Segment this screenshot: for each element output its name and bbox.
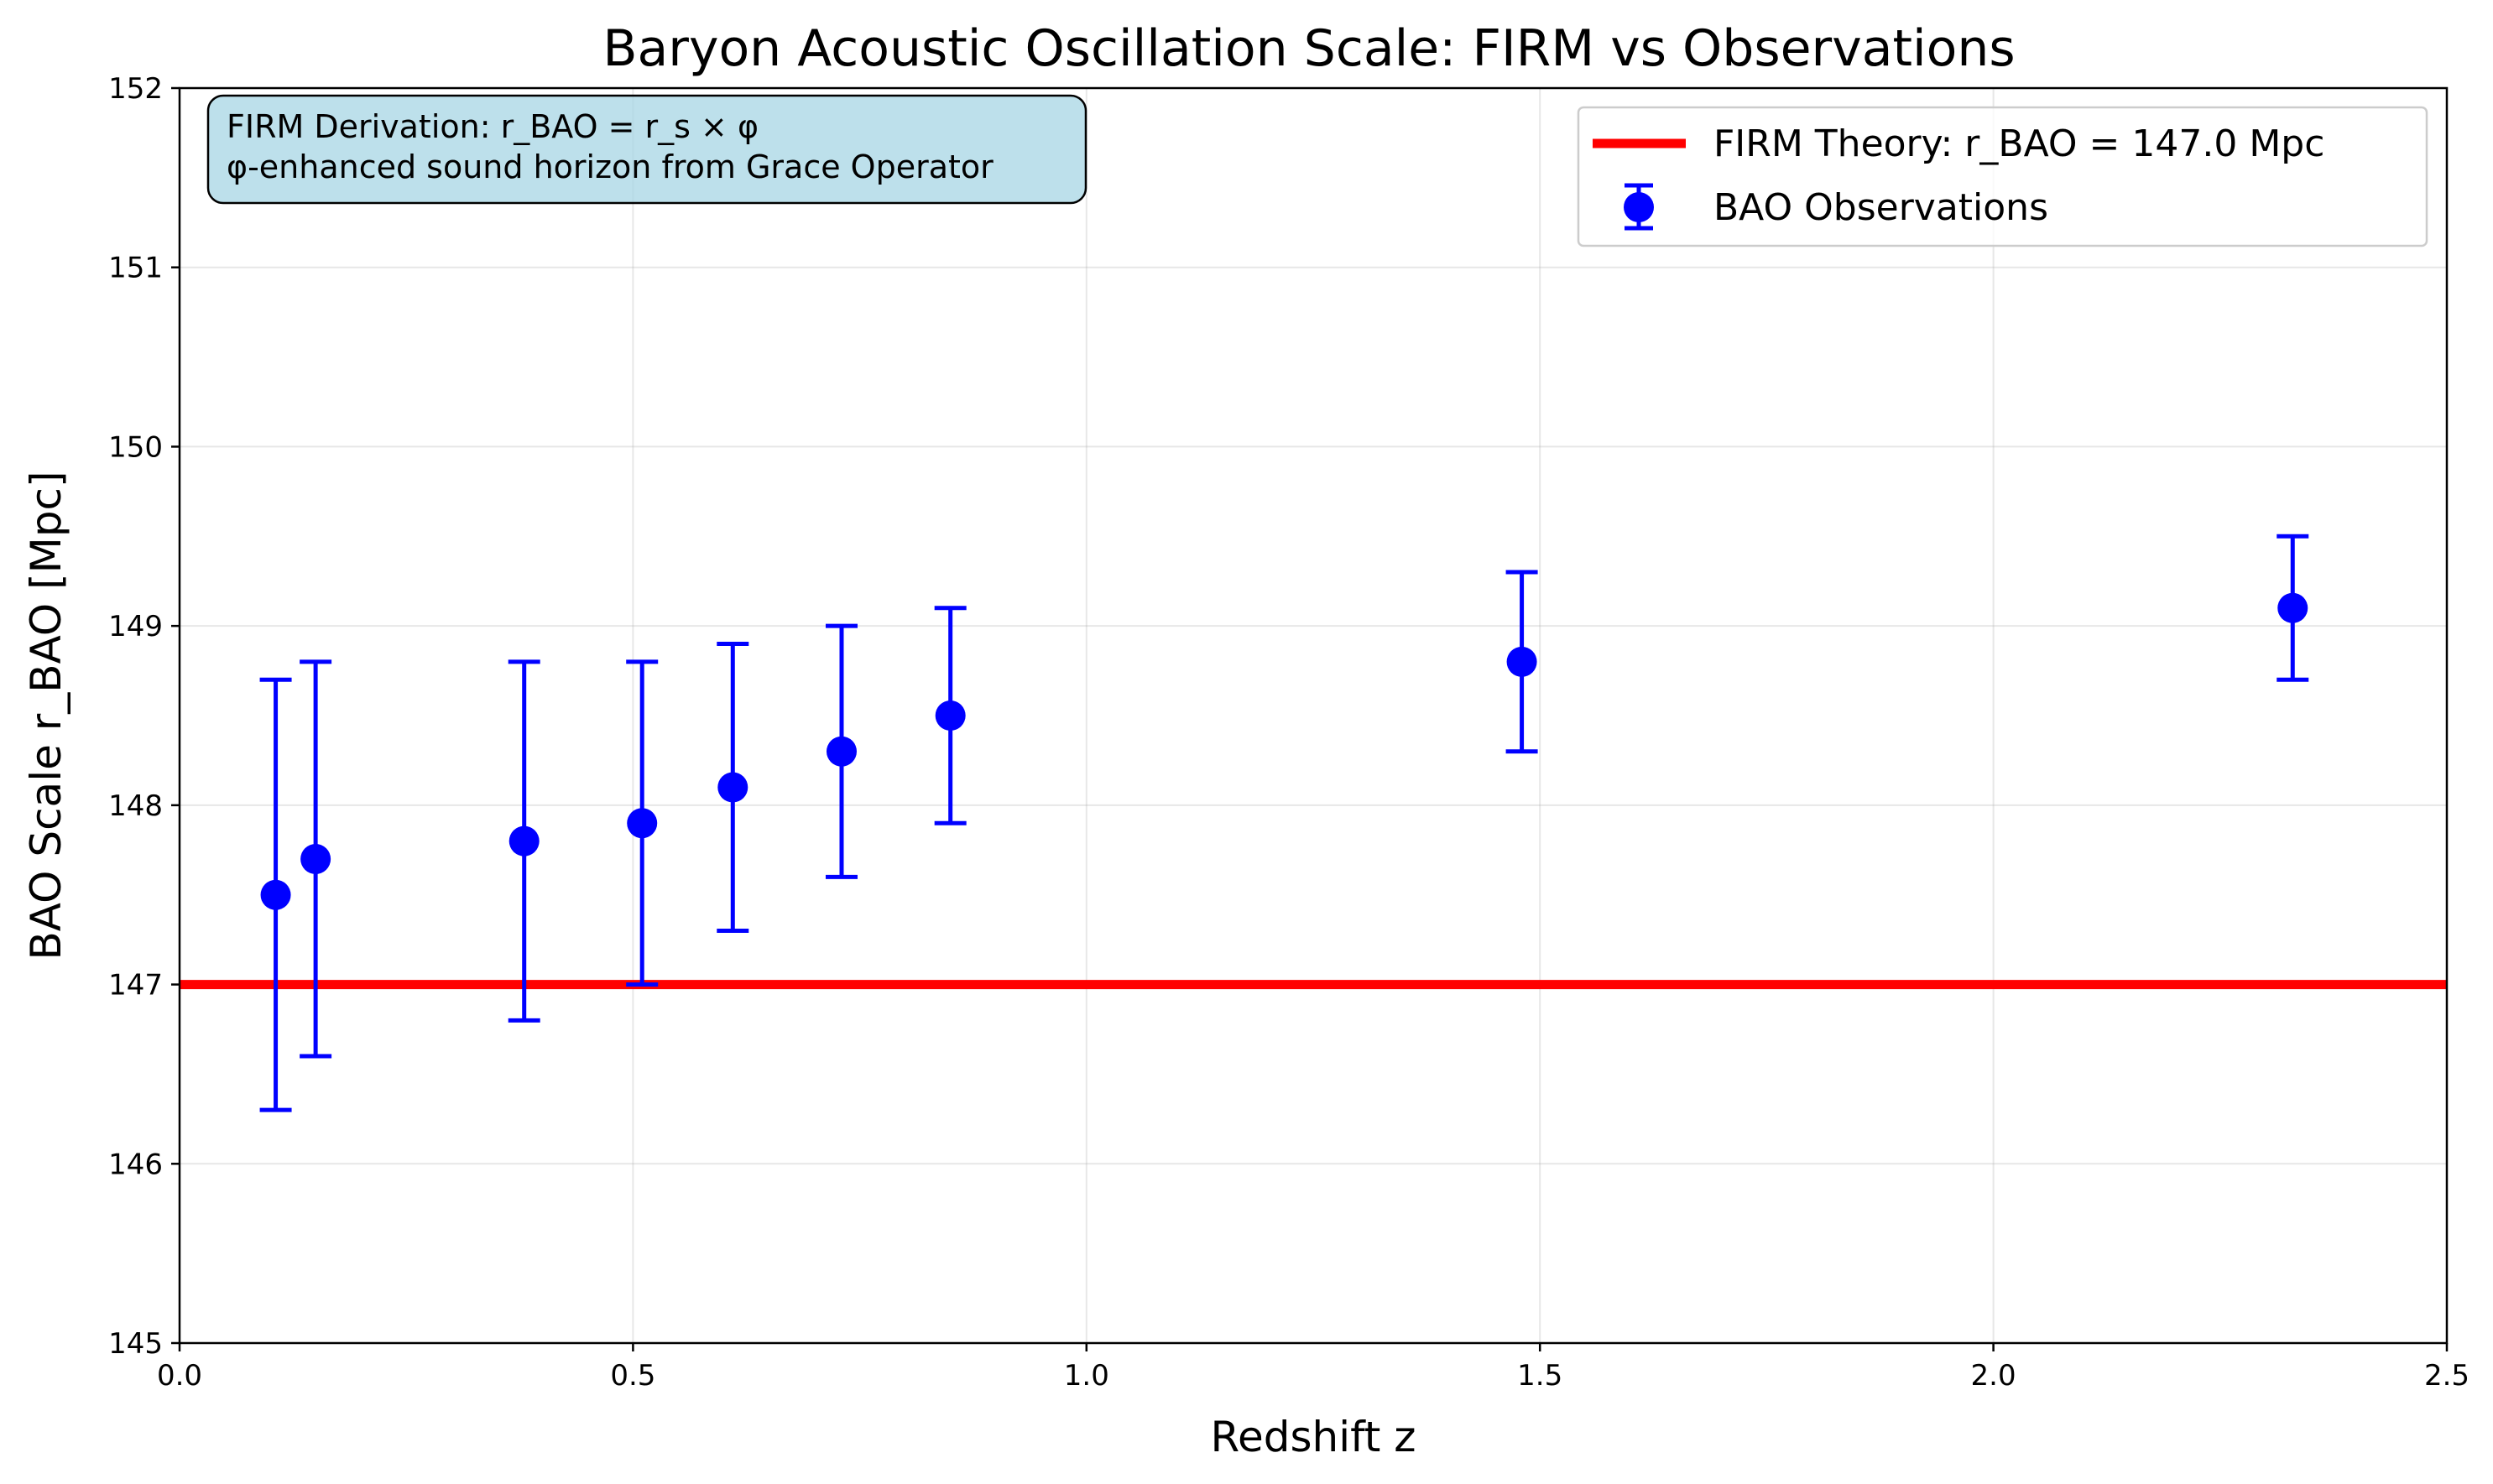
data-marker [2277,592,2308,623]
observation-point [2277,534,2309,682]
data-marker [627,808,658,839]
data-marker [717,772,748,803]
data-marker [1506,646,1537,677]
y-tick-label: 145 [108,1327,163,1361]
x-tick-label: 2.5 [2424,1359,2470,1393]
observation-point [300,659,332,1059]
data-marker [300,843,331,874]
annotation-line-1: FIRM Derivation: r_BAO = r_s × φ [227,108,759,145]
chart-title: Baryon Acoustic Oscillation Scale: FIRM … [602,19,2015,78]
x-tick-label: 0.5 [610,1359,655,1393]
observation-point [717,642,749,933]
legend-theory-label: FIRM Theory: r_BAO = 147.0 Mpc [1713,122,2324,165]
x-tick-label: 1.0 [1064,1359,1109,1393]
observation-point [1505,570,1538,754]
x-tick-label: 0.0 [157,1359,202,1393]
y-tick-label: 146 [108,1148,163,1181]
observation-point [825,623,858,879]
annotation-background [206,94,1087,205]
observation-point [626,659,659,987]
plot-frame [178,86,2449,1345]
observation-point [508,659,540,1023]
data-marker [935,700,966,731]
data-marker [826,736,857,767]
y-tick-label: 148 [108,789,163,823]
series [180,534,2447,1112]
x-tick-label: 2.0 [1971,1359,2016,1393]
x-tick-label: 1.5 [1517,1359,1562,1393]
y-tick-label: 149 [108,610,163,643]
legend-frame [1577,106,2428,247]
y-axis-label: BAO Scale r_BAO [Mpc] [22,471,70,960]
legend-observations-label: BAO Observations [1713,186,2048,229]
data-marker [509,825,540,857]
annotation-line-2: φ-enhanced sound horizon from Grace Oper… [227,148,994,185]
legend-observations-swatch [1624,183,1654,231]
observation-point [259,677,292,1112]
x-axis-label: Redshift z [1210,1413,1416,1461]
y-tick-label: 151 [108,252,163,285]
data-marker [260,879,291,910]
legend: FIRM Theory: r_BAO = 147.0 Mpc BAO Obser… [1577,106,2428,247]
observation-point [934,606,967,825]
ticks: 0.0 0.5 1.0 1.5 2.0 2.5 145 146 147 148 149 150 151 1… [108,72,2470,1393]
y-tick-label: 150 [108,430,163,464]
y-tick-label: 147 [108,969,163,1002]
annotation-box: FIRM Derivation: r_BAO = r_s × φ φ-enhan… [206,94,1087,205]
y-tick-label: 152 [108,72,163,106]
